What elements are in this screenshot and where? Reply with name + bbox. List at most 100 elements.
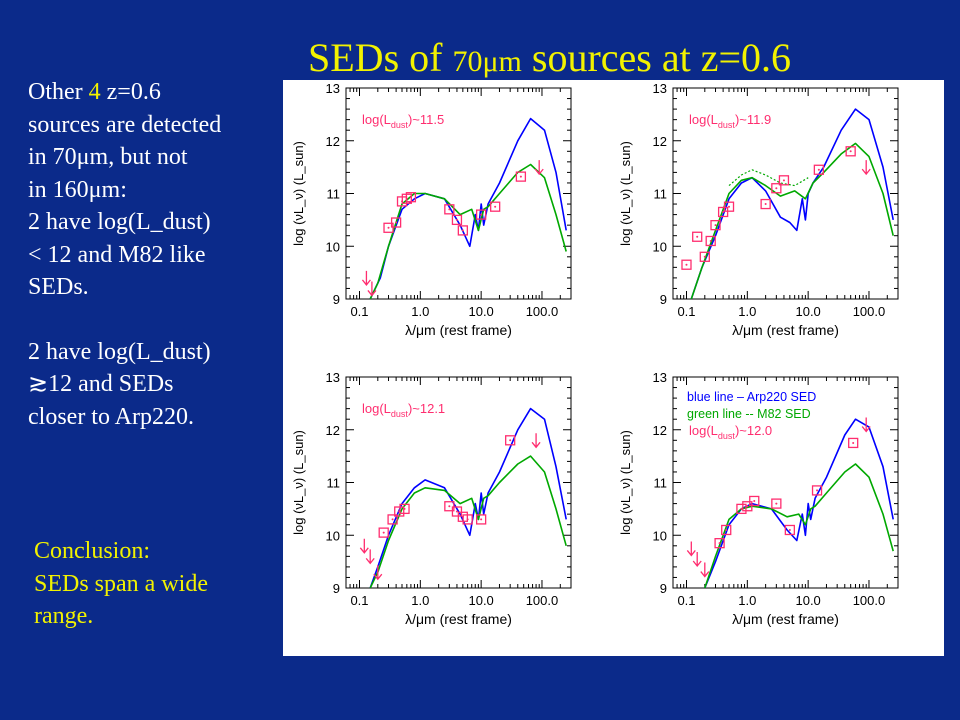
x-tick-label: 0.1	[350, 593, 368, 608]
data-point	[405, 192, 417, 203]
data-point-center	[764, 203, 767, 206]
legend-m82: green line -- M82 SED	[687, 407, 811, 421]
x-axis-label: λ/μm (rest frame)	[732, 611, 839, 627]
text-line: sources are detected	[28, 111, 222, 138]
data-point-center	[448, 208, 451, 211]
data-point-center	[382, 531, 385, 534]
data-point	[714, 538, 725, 549]
data-point	[811, 485, 823, 496]
data-point-center	[782, 179, 785, 182]
upper-limit-arrow	[531, 433, 541, 449]
data-point-center	[480, 213, 483, 216]
x-tick-label: 1.0	[738, 593, 756, 608]
sed-figure: 0.1 1.0 10.0 100.0 9 10 11 12 13 λ/μm (rest frame…	[283, 80, 944, 656]
y-axis-label: log (νL_ν) (L_sun)	[618, 141, 633, 246]
data-point-center	[816, 489, 819, 492]
data-point-center	[480, 518, 483, 521]
series-line-green-dotted	[728, 169, 809, 187]
data-point-center	[696, 235, 699, 238]
y-tick-label: 13	[653, 370, 667, 385]
series-line-green	[704, 463, 894, 588]
data-point-center	[849, 150, 852, 153]
data-point	[848, 437, 859, 449]
upper-limit-arrow	[373, 565, 383, 581]
x-tick-label: 100.0	[853, 304, 886, 319]
data-point-center	[461, 229, 464, 232]
data-point	[705, 235, 716, 247]
text-line: closer to Arp220.	[28, 403, 194, 430]
data-point	[476, 209, 487, 220]
luminosity-annotation: log(Ldust)~12.0	[689, 423, 772, 441]
series-line-blue	[369, 407, 567, 588]
data-point-center	[391, 518, 394, 521]
data-point	[723, 201, 735, 212]
data-point	[710, 219, 721, 231]
y-tick-label: 9	[660, 292, 667, 307]
series-group	[690, 108, 894, 299]
data-point-center	[725, 528, 728, 531]
luminosity-annotation: log(Ldust)~11.9	[689, 112, 771, 130]
left-text-block: Other 4 z=0.6 sources are detected in 70…	[28, 76, 290, 433]
y-tick-label: 10	[653, 239, 667, 254]
data-point	[760, 198, 771, 210]
series-line-green	[369, 455, 567, 588]
conclusion-line: Conclusion:	[34, 538, 151, 564]
data-point-center	[740, 507, 743, 510]
data-point	[742, 501, 753, 512]
data-point	[749, 495, 760, 507]
x-tick-label: 10.0	[468, 304, 493, 319]
y-tick-label: 12	[653, 423, 667, 438]
text-line: 2 have log(L_dust)	[28, 338, 211, 365]
x-axis-label: λ/μm (rest frame)	[405, 611, 512, 627]
data-point-center	[728, 205, 731, 208]
data-point-center	[746, 505, 749, 508]
data-point-center	[753, 499, 756, 502]
y-tick-label: 12	[326, 423, 340, 438]
data-point	[451, 214, 463, 226]
data-point	[490, 201, 501, 212]
x-tick-label: 0.1	[677, 593, 695, 608]
upper-limit-arrow	[367, 281, 377, 297]
data-point	[717, 206, 729, 218]
series-line-blue	[690, 108, 894, 299]
x-tick-label: 100.0	[526, 304, 559, 319]
data-point	[699, 251, 710, 262]
series-line-green	[369, 163, 567, 299]
sed-panel-top-right: 0.1 1.0 10.0 100.0 9 10 11 12 13 λ/μm (rest frame…	[618, 81, 899, 338]
data-point-center	[709, 239, 712, 242]
y-tick-label: 11	[327, 476, 341, 491]
x-tick-label: 10.0	[795, 304, 820, 319]
data-point-center	[509, 439, 512, 442]
series-group	[369, 117, 567, 299]
text-line: in 70μm, but not	[28, 144, 188, 170]
upper-limit-arrow	[692, 551, 702, 568]
data-point-center	[455, 510, 458, 513]
x-tick-label: 100.0	[853, 593, 886, 608]
y-tick-label: 11	[654, 187, 668, 202]
x-axis-label: λ/μm (rest frame)	[732, 322, 839, 338]
upper-limit-arrow	[359, 538, 369, 554]
y-tick-label: 13	[653, 81, 667, 96]
text-line: SEDs.	[28, 274, 89, 300]
data-point	[784, 524, 795, 536]
text-line: Other 4 z=0.6	[28, 79, 161, 105]
y-axis-label: log (νL_ν) (L_sun)	[291, 141, 306, 246]
data-point	[457, 225, 468, 236]
x-tick-label: 100.0	[526, 593, 559, 608]
data-point	[444, 501, 455, 512]
text-line: in 160μm:	[28, 176, 127, 203]
sed-panel-top-left: 0.1 1.0 10.0 100.0 9 10 11 12 13 λ/μm (rest frame…	[291, 81, 572, 338]
x-tick-label: 1.0	[411, 593, 429, 608]
data-point	[721, 524, 732, 536]
y-tick-label: 11	[654, 476, 668, 491]
data-point-center	[775, 502, 778, 505]
y-tick-label: 10	[653, 528, 667, 543]
y-tick-label: 13	[326, 370, 340, 385]
series-line-blue	[369, 117, 567, 299]
y-tick-label: 12	[326, 134, 340, 149]
upper-limit-arrow	[861, 160, 871, 176]
data-point-center	[466, 518, 469, 521]
y-tick-label: 11	[327, 187, 341, 202]
x-tick-label: 10.0	[795, 593, 820, 608]
text-line: ≳12 and SEDs	[28, 371, 174, 397]
